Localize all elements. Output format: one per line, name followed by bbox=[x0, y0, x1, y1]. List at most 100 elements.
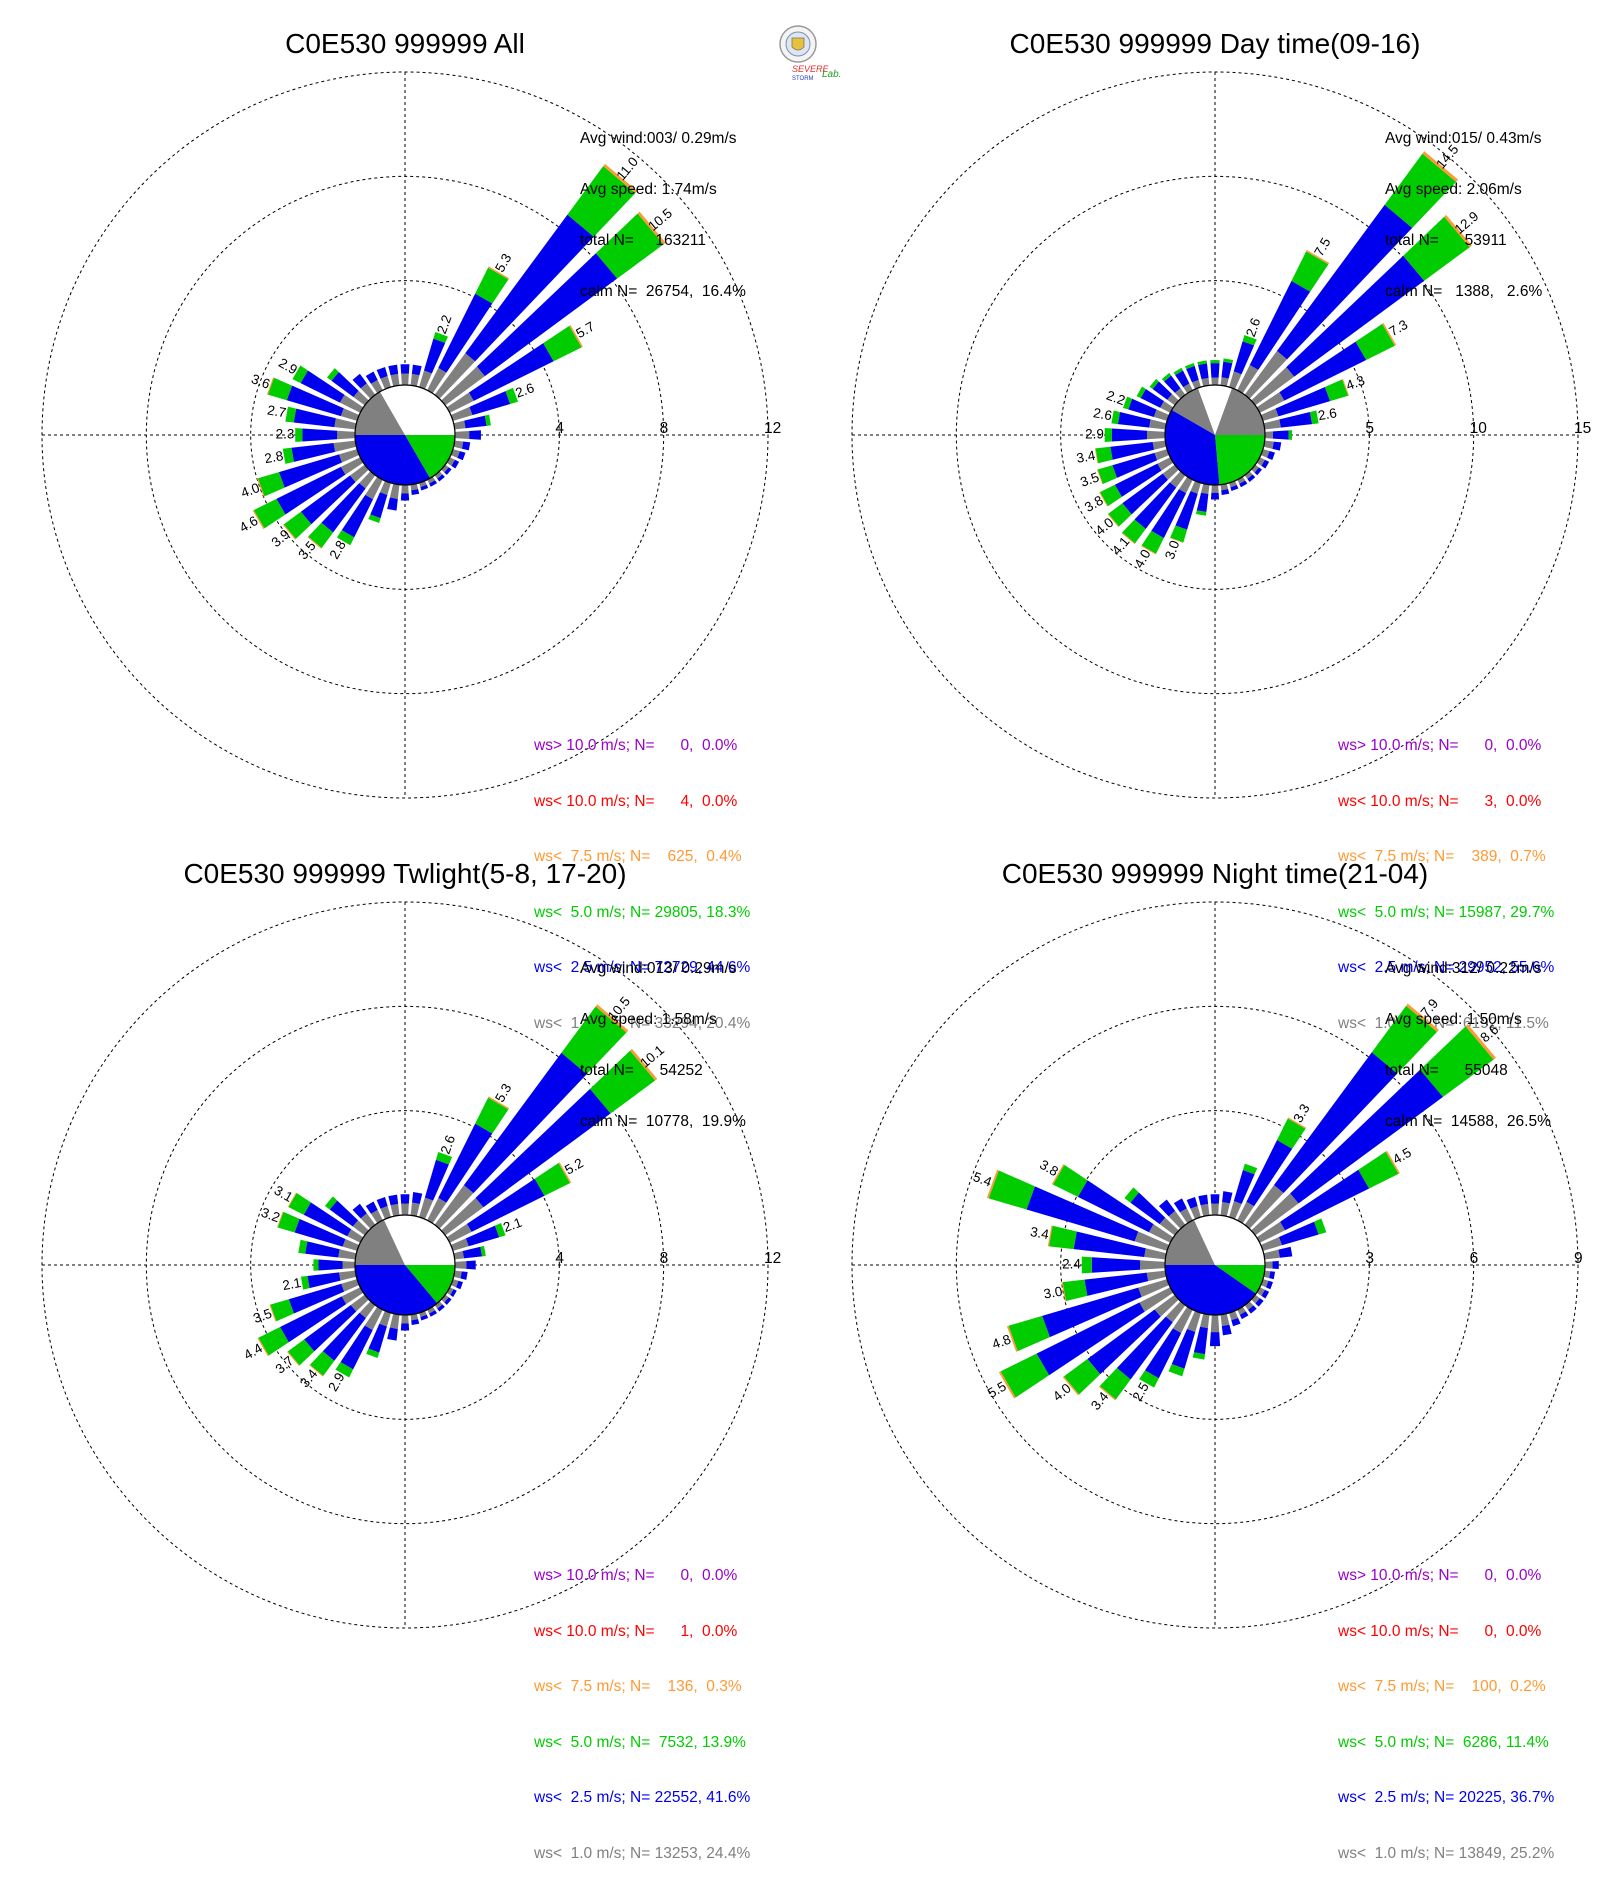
direction-bar-330 bbox=[365, 1201, 383, 1224]
bar-segment-ws50 bbox=[1384, 153, 1457, 228]
direction-bar-90 bbox=[454, 430, 481, 440]
legend-ws-lt-2-5: ws< 2.5 m/s; N= 22552, 41.6% bbox=[534, 1789, 751, 1806]
direction-bar-320 bbox=[1158, 1199, 1186, 1229]
direction-bar-290: 5.4 bbox=[971, 1169, 1170, 1251]
direction-bar-130 bbox=[1251, 1294, 1264, 1307]
direction-bar-180 bbox=[1210, 484, 1220, 500]
bar-segment-ws75 bbox=[257, 1337, 269, 1357]
bar-segment-ws25 bbox=[1175, 491, 1198, 530]
bar-segment-ws10 bbox=[1260, 408, 1279, 421]
direction-bar-240: 4.4 bbox=[241, 1287, 364, 1363]
panel-title: C0E530 999999 Night time(21-04) bbox=[1001, 858, 1429, 889]
direction-bar-30: 5.3 bbox=[427, 251, 514, 394]
avg-speed-text: Avg speed: 2.06m/s bbox=[1385, 181, 1522, 198]
bar-segment-ws10 bbox=[1210, 1314, 1220, 1333]
legend-ws-lt-1: ws< 1.0 m/s; N= 13849, 25.2% bbox=[1338, 1844, 1555, 1862]
bar-segment-ws25 bbox=[322, 1312, 366, 1361]
bar-segment-ws75 bbox=[1444, 214, 1472, 248]
bar-segment-ws25 bbox=[1210, 363, 1220, 378]
wind-stats: Avg wind:312/ 0.22m/s Avg speed: 1.50m/s… bbox=[1385, 926, 1551, 1164]
bar-segment-ws25 bbox=[1275, 386, 1331, 417]
bar-segment-ws25 bbox=[1077, 1180, 1154, 1233]
bar-segment-ws50 bbox=[300, 1275, 310, 1290]
direction-bar-290: 3.6 bbox=[249, 371, 360, 421]
bar-segment-ws10 bbox=[1140, 1260, 1166, 1270]
bar-segment-ws10 bbox=[450, 406, 473, 421]
bar-segment-ws10 bbox=[1211, 1203, 1219, 1216]
bar-segment-ws10 bbox=[347, 1229, 364, 1243]
calm-pie-slice bbox=[355, 435, 430, 485]
bar-segment-ws25 bbox=[1246, 1140, 1293, 1207]
direction-bar-20: 2.6 bbox=[1229, 316, 1263, 390]
bar-segment-ws25 bbox=[1210, 1194, 1220, 1204]
bar-segment-ws10 bbox=[390, 373, 400, 387]
bar-segment-ws10 bbox=[1237, 1201, 1255, 1224]
wind-stats: Avg wind:013/ 0.29m/s Avg speed: 1.58m/s… bbox=[580, 926, 746, 1164]
wind-stats: Avg wind:003/ 0.29m/s Avg speed: 1.74m/s… bbox=[580, 96, 746, 334]
direction-bar-340 bbox=[1184, 363, 1201, 390]
calm-pie-slice bbox=[1165, 1265, 1256, 1316]
bar-segment-ws50 bbox=[1141, 530, 1164, 554]
bar-segment-ws50 bbox=[567, 166, 636, 237]
bar-segment-ws50 bbox=[590, 1050, 656, 1114]
bar-segment-ws10 bbox=[1179, 476, 1193, 494]
bar-segment-ws25 bbox=[465, 1225, 500, 1247]
bar-segment-ws25 bbox=[468, 343, 554, 401]
bar-segment-ws25 bbox=[1128, 398, 1157, 417]
direction-bar-320 bbox=[352, 1203, 376, 1229]
bar-segment-ws10 bbox=[453, 420, 466, 430]
bar-segment-ws10 bbox=[1211, 484, 1219, 493]
bar-segment-ws25 bbox=[365, 371, 378, 384]
bar-segment-ws25 bbox=[302, 428, 338, 442]
bar-segment-ws10 bbox=[1260, 449, 1270, 458]
ring-tick-label: 9 bbox=[1574, 1250, 1583, 1267]
legend-ws-lt-7-5: ws< 7.5 m/s; N= 100, 0.2% bbox=[1338, 1678, 1546, 1695]
bar-value-label: 2.6 bbox=[1317, 405, 1338, 423]
bar-segment-ws25 bbox=[291, 443, 336, 462]
calm-n-text: calm N= 26754, 16.4% bbox=[580, 283, 746, 300]
direction-bar-280: 2.6 bbox=[1092, 405, 1167, 430]
bar-segment-ws10 bbox=[450, 449, 460, 458]
bar-segment-ws25 bbox=[1261, 459, 1270, 469]
direction-bar-190 bbox=[387, 483, 400, 511]
direction-bar-140 bbox=[434, 1301, 445, 1312]
bar-segment-ws10 bbox=[1167, 394, 1179, 406]
bar-segment-ws50 bbox=[475, 1097, 509, 1134]
bar-segment-ws10 bbox=[427, 1197, 447, 1224]
direction-bar-40: 7.9 bbox=[1244, 996, 1441, 1229]
bar-segment-ws25 bbox=[1134, 482, 1177, 529]
severe-storm-lab-logo: SEVERE STORM Lab. bbox=[779, 25, 841, 82]
bar-segment-ws10 bbox=[1134, 1231, 1170, 1251]
bar-segment-ws25 bbox=[300, 370, 345, 403]
bar-segment-ws25 bbox=[304, 1304, 357, 1352]
bar-segment-ws25 bbox=[1221, 361, 1233, 379]
total-n-text: total N= 163211 bbox=[580, 232, 706, 249]
bar-segment-ws25 bbox=[1111, 428, 1147, 442]
bar-segment-ws10 bbox=[1263, 440, 1274, 449]
direction-bar-70: 2.6 bbox=[450, 380, 536, 421]
bar-segment-ws50 bbox=[475, 267, 509, 304]
direction-bar-140 bbox=[434, 471, 445, 482]
bar-segment-ws25 bbox=[457, 451, 466, 461]
bar-segment-ws25 bbox=[1110, 441, 1154, 460]
bar-segment-ws75 bbox=[488, 266, 510, 280]
ring-tick-label: 4 bbox=[555, 420, 564, 437]
bar-segment-ws10 bbox=[1169, 471, 1186, 488]
direction-bar-90 bbox=[1264, 1260, 1279, 1270]
bar-segment-ws25 bbox=[307, 1272, 341, 1289]
direction-bar-260: 2.1 bbox=[281, 1270, 357, 1293]
bar-segment-ws10 bbox=[434, 1185, 474, 1229]
bar-segment-ws25 bbox=[412, 1191, 423, 1204]
bar-segment-ws25 bbox=[1274, 1052, 1398, 1193]
bar-segment-ws10 bbox=[1159, 1217, 1179, 1236]
bar-segment-ws10 bbox=[364, 1306, 383, 1331]
direction-bar-220: 3.4 bbox=[1088, 1301, 1186, 1413]
bar-segment-ws10 bbox=[379, 480, 391, 495]
bar-segment-ws25 bbox=[400, 1323, 410, 1331]
bar-segment-ws75 bbox=[595, 1004, 629, 1033]
wind-rose-panel-all: C0E530 999999 All 4 8 12 2.2 5.3 11.0 10.5 5.7 2… bbox=[0, 0, 810, 1032]
bar-segment-ws50 bbox=[1288, 430, 1292, 440]
direction-bar-0 bbox=[1210, 1194, 1220, 1216]
bar-segment-ws10 bbox=[353, 390, 369, 406]
bar-segment-ws25 bbox=[1164, 375, 1181, 393]
